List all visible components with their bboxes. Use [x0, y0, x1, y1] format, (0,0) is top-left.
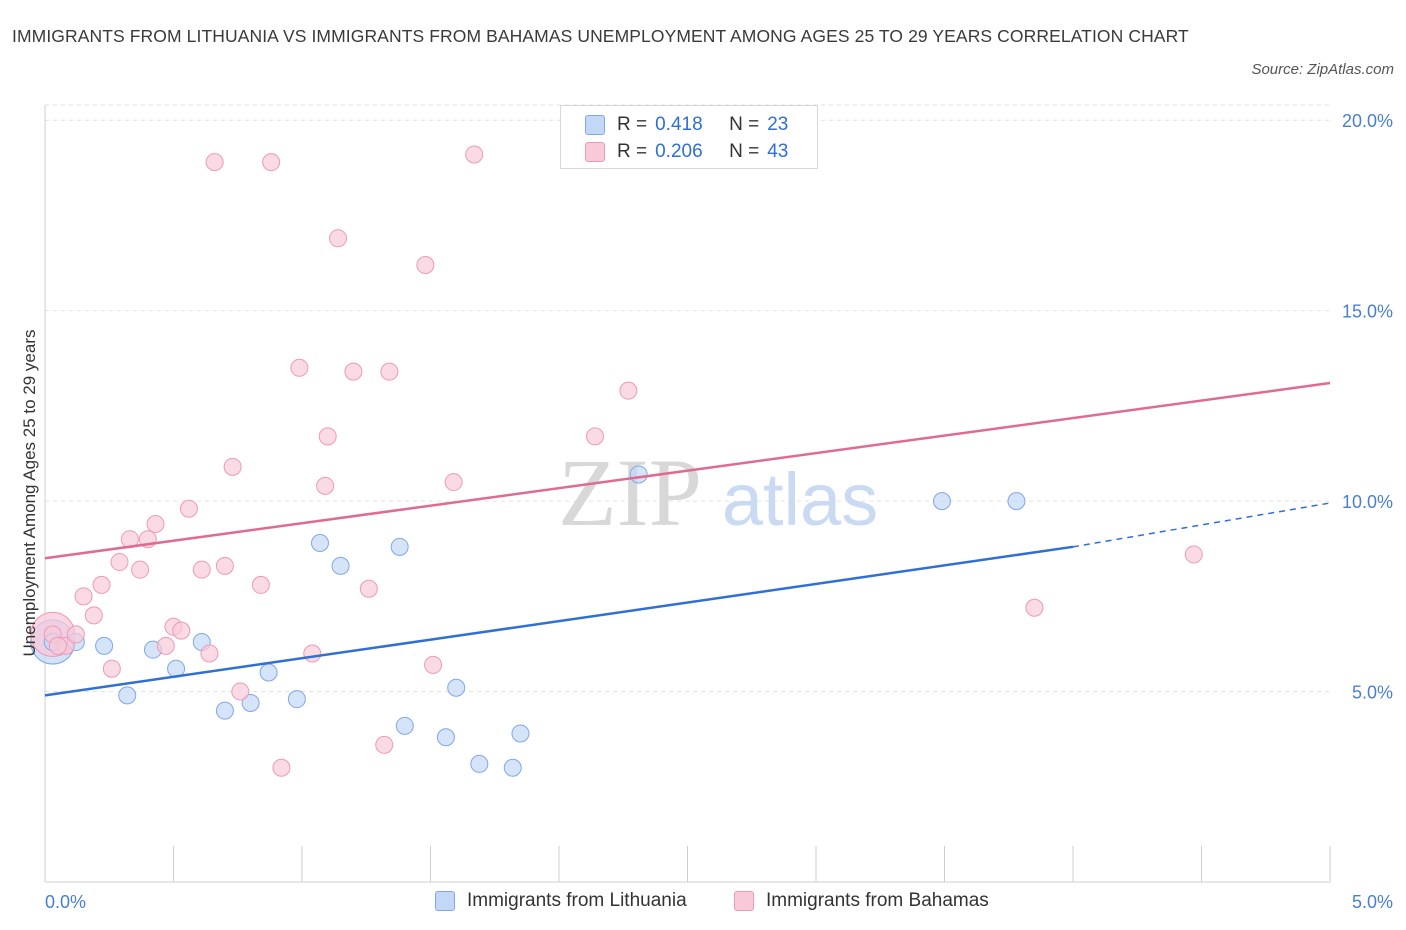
- lithuania-point: [395, 716, 414, 735]
- legend-r-value: 0.418: [655, 114, 703, 135]
- lithuania-point: [1007, 492, 1026, 511]
- bahamas-point: [1025, 598, 1044, 617]
- bahamas-point: [66, 625, 85, 644]
- bahamas-point: [251, 575, 270, 594]
- data-points: [30, 145, 1203, 777]
- bahamas-point: [48, 636, 67, 655]
- y-axis-label: Unemployment Among Ages 25 to 29 years: [20, 330, 39, 657]
- lithuania-point: [118, 686, 137, 705]
- bahamas-point: [316, 476, 335, 495]
- watermark-zip: ZIP: [558, 439, 702, 546]
- bahamas-point: [172, 621, 191, 640]
- lithuania-point: [95, 636, 114, 655]
- x-tick-label: 0.0%: [45, 892, 86, 912]
- bahamas-point: [131, 560, 150, 579]
- legend-n-value: 43: [767, 141, 789, 162]
- lithuania-swatch: [435, 891, 455, 911]
- chart-title: IMMIGRANTS FROM LITHUANIA VS IMMIGRANTS …: [12, 26, 1189, 46]
- series-legend: Immigrants from Lithuania Immigrants fro…: [0, 890, 1406, 916]
- bahamas-point: [619, 381, 638, 400]
- legend-item-bahamas: Immigrants from Bahamas: [734, 890, 989, 912]
- bahamas-point: [223, 457, 242, 476]
- legend-n-value: 23: [767, 114, 789, 135]
- legend-n-label: N =: [729, 114, 760, 135]
- lithuania-point: [629, 465, 648, 484]
- bahamas-point: [290, 358, 309, 377]
- bahamas-point: [344, 362, 363, 381]
- lithuania-point: [241, 693, 260, 712]
- bahamas-point: [375, 735, 394, 754]
- legend-r-value: 0.206: [655, 141, 703, 162]
- y-tick-label: 5.0%: [1352, 683, 1393, 703]
- lithuania-trend-line: [44, 545, 1074, 697]
- lithuania-point: [511, 724, 530, 743]
- bahamas-point: [318, 427, 337, 446]
- bahamas-point: [205, 153, 224, 172]
- watermark: ZIP atlas: [558, 439, 878, 546]
- legend-n-label: N =: [729, 141, 760, 162]
- lithuania-point: [932, 492, 951, 511]
- lithuania-point: [331, 556, 350, 575]
- y-tick-label: 10.0%: [1342, 492, 1393, 512]
- legend-row-bahamas: R = 0.206 N = 43: [585, 139, 788, 165]
- bahamas-point: [465, 145, 484, 164]
- watermark-atlas: atlas: [722, 458, 878, 541]
- bahamas-point: [444, 473, 463, 492]
- bahamas-point: [156, 636, 175, 655]
- trend-lines: [44, 381, 1331, 697]
- bahamas-point: [585, 427, 604, 446]
- bahamas-point: [146, 514, 165, 533]
- lithuania-point: [287, 690, 306, 709]
- lithuania-point: [259, 663, 278, 682]
- y-tick-label: 15.0%: [1342, 302, 1393, 322]
- bahamas-point: [74, 587, 93, 606]
- x-tick-label: 5.0%: [1352, 892, 1393, 912]
- legend-row-lithuania: R = 0.418 N = 23: [585, 112, 788, 138]
- lithuania-point: [503, 758, 522, 777]
- bahamas-point: [424, 655, 443, 674]
- y-tick-label: 20.0%: [1342, 111, 1393, 131]
- bahamas-point: [272, 758, 291, 777]
- lithuania-point: [447, 678, 466, 697]
- bahamas-point: [303, 644, 322, 663]
- bahamas-point: [1184, 545, 1203, 564]
- stats-legend: R = 0.418 N = 23 R = 0.206 N = 43: [560, 105, 818, 169]
- lithuania-point: [215, 701, 234, 720]
- bahamas-point: [359, 579, 378, 598]
- lithuania-point: [310, 534, 329, 553]
- lithuania-point: [470, 754, 489, 773]
- lithuania-trend-extension: [1072, 502, 1331, 548]
- source-label: Source: ZipAtlas.com: [1251, 61, 1394, 78]
- bahamas-point: [200, 644, 219, 663]
- legend-r-label: R =: [617, 141, 648, 162]
- legend-r-label: R =: [617, 114, 648, 135]
- legend-item-label: Immigrants from Lithuania: [467, 890, 687, 911]
- bahamas-point: [416, 255, 435, 274]
- legend-item-label: Immigrants from Bahamas: [766, 890, 989, 911]
- tick-labels: 5.0% 10.0% 15.0% 20.0% 0.0% 5.0%: [45, 111, 1393, 912]
- bahamas-trend-line: [44, 381, 1331, 560]
- bahamas-point: [262, 153, 281, 172]
- lithuania-point: [390, 537, 409, 556]
- bahamas-point: [328, 229, 347, 248]
- legend-item-lithuania: Immigrants from Lithuania: [435, 890, 687, 912]
- bahamas-point: [110, 553, 129, 572]
- bahamas-point: [380, 362, 399, 381]
- axes: [44, 105, 1331, 883]
- bahamas-point: [192, 560, 211, 579]
- bahamas-point: [231, 682, 250, 701]
- lithuania-point: [436, 728, 455, 747]
- bahamas-swatch: [585, 142, 605, 162]
- bahamas-point: [215, 556, 234, 575]
- bahamas-point: [102, 659, 121, 678]
- bahamas-swatch: [734, 891, 754, 911]
- lithuania-swatch: [585, 115, 605, 135]
- bahamas-point: [84, 606, 103, 625]
- bahamas-point: [92, 575, 111, 594]
- bahamas-point: [179, 499, 198, 518]
